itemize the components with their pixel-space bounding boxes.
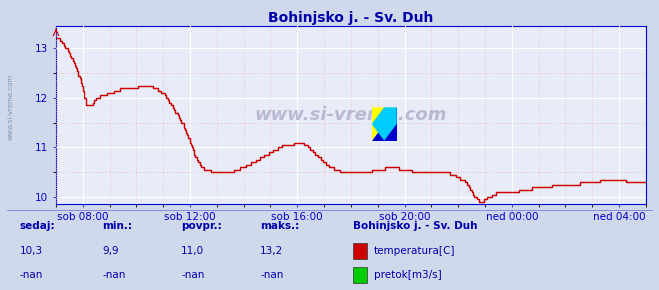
- Polygon shape: [372, 107, 397, 141]
- Text: sedaj:: sedaj:: [20, 221, 55, 231]
- Text: pretok[m3/s]: pretok[m3/s]: [374, 270, 442, 280]
- Text: maks.:: maks.:: [260, 221, 300, 231]
- Text: www.si-vreme.com: www.si-vreme.com: [254, 106, 447, 124]
- Polygon shape: [372, 107, 397, 141]
- Text: temperatura[C]: temperatura[C]: [374, 246, 455, 256]
- Text: -nan: -nan: [181, 270, 204, 280]
- Text: 9,9: 9,9: [102, 246, 119, 256]
- Polygon shape: [372, 107, 397, 141]
- Text: www.si-vreme.com: www.si-vreme.com: [8, 74, 14, 140]
- Text: min.:: min.:: [102, 221, 132, 231]
- Text: 10,3: 10,3: [20, 246, 43, 256]
- Text: 11,0: 11,0: [181, 246, 204, 256]
- Text: povpr.:: povpr.:: [181, 221, 222, 231]
- Title: Bohinjsko j. - Sv. Duh: Bohinjsko j. - Sv. Duh: [268, 11, 434, 25]
- Text: -nan: -nan: [20, 270, 43, 280]
- Text: -nan: -nan: [102, 270, 125, 280]
- Text: -nan: -nan: [260, 270, 283, 280]
- Text: Bohinjsko j. - Sv. Duh: Bohinjsko j. - Sv. Duh: [353, 221, 477, 231]
- Text: 13,2: 13,2: [260, 246, 283, 256]
